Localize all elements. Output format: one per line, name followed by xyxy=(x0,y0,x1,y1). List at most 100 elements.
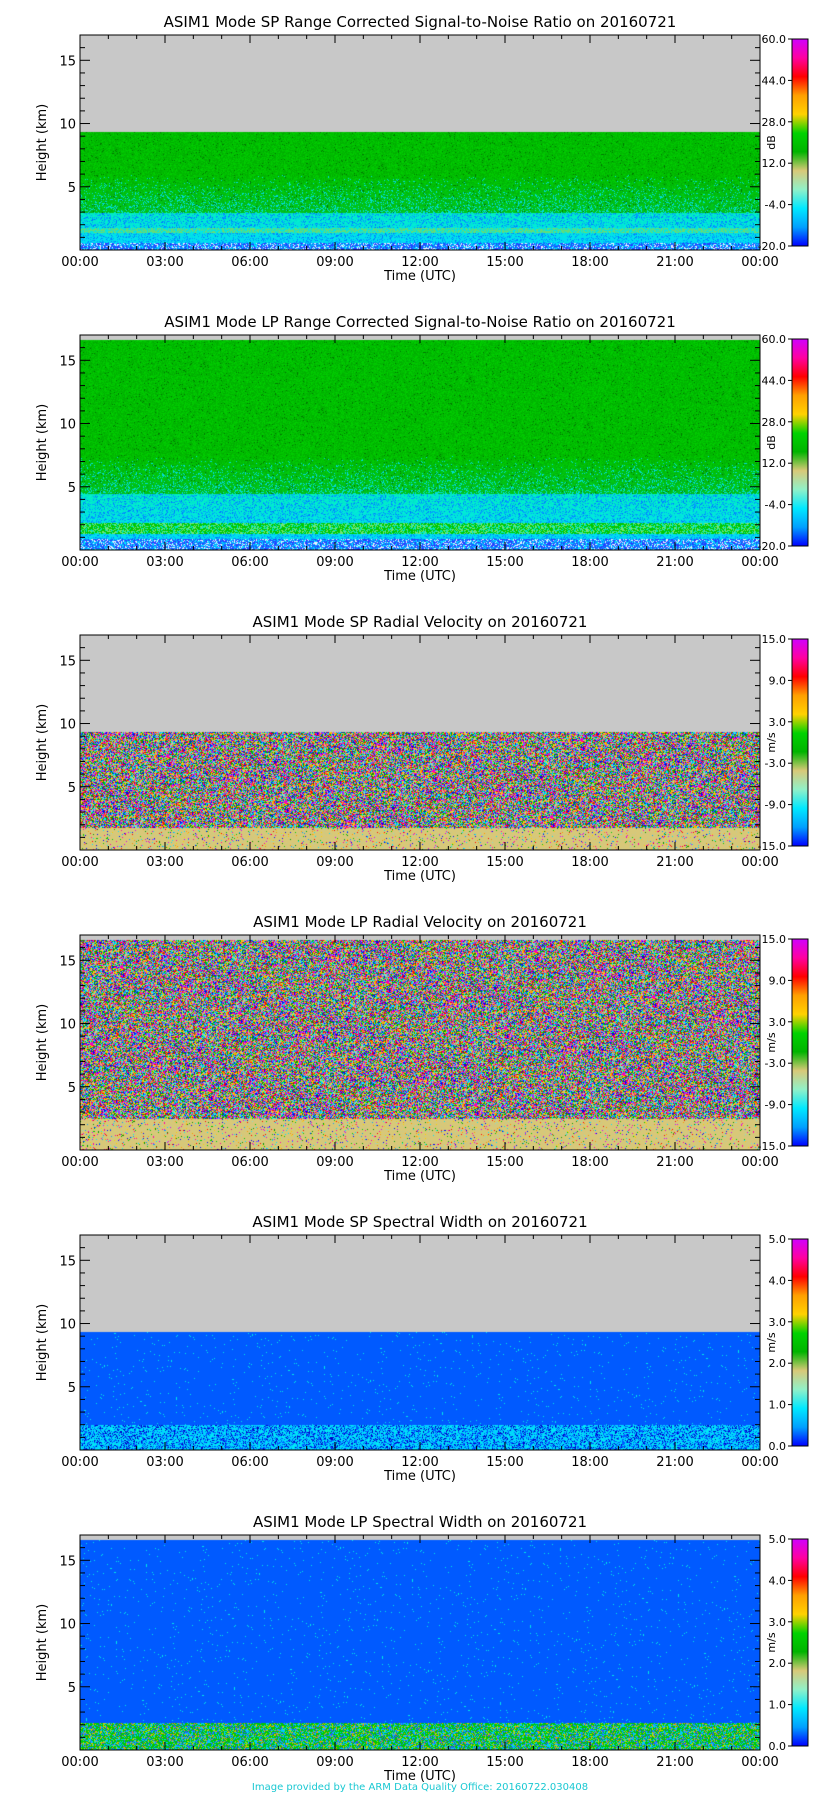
y-tick-label: 15 xyxy=(59,54,76,69)
x-tick-label: 15:00 xyxy=(486,1155,523,1170)
x-tick-label: 03:00 xyxy=(146,855,183,870)
x-tick-label: 06:00 xyxy=(231,255,268,270)
heatmap-image xyxy=(80,35,760,250)
x-tick-label: 12:00 xyxy=(401,255,438,270)
colorbar xyxy=(791,938,809,1147)
y-axis-label: Height (km) xyxy=(35,1304,50,1381)
y-tick-label: 10 xyxy=(59,418,76,433)
colorbar-label: dB xyxy=(765,135,778,150)
y-tick-label: 5 xyxy=(68,1681,76,1696)
x-tick-label: 12:00 xyxy=(401,1755,438,1770)
colorbar xyxy=(791,1238,809,1447)
colorbar-tick-label: 44.0 xyxy=(762,74,787,87)
x-axis-label: Time (UTC) xyxy=(383,569,456,584)
colorbar-tick-label: 5.0 xyxy=(769,1233,787,1246)
colorbar-tick-label: 28.0 xyxy=(762,116,787,129)
colorbar-tick-label: 3.0 xyxy=(769,716,787,729)
x-tick-label: 06:00 xyxy=(231,555,268,570)
heatmap-image xyxy=(80,935,760,1150)
x-tick-label: 06:00 xyxy=(231,1755,268,1770)
x-tick-label: 15:00 xyxy=(486,1455,523,1470)
chart-panel-3: ASIM1 Mode SP Radial Velocity on 2016072… xyxy=(35,613,809,884)
x-tick-label: 03:00 xyxy=(146,1755,183,1770)
colorbar-label: m/s xyxy=(765,732,778,752)
y-axis-label: Height (km) xyxy=(35,704,50,781)
x-tick-label: 18:00 xyxy=(571,555,608,570)
chart-title: ASIM1 Mode LP Range Corrected Signal-to-… xyxy=(164,313,676,331)
y-tick-label: 10 xyxy=(59,718,76,733)
colorbar xyxy=(791,1538,809,1747)
x-tick-label: 00:00 xyxy=(741,1155,778,1170)
x-tick-label: 00:00 xyxy=(61,555,98,570)
y-tick-label: 5 xyxy=(68,481,76,496)
x-tick-label: 18:00 xyxy=(571,1755,608,1770)
colorbar-tick-label: 60.0 xyxy=(762,33,787,46)
x-tick-label: 00:00 xyxy=(61,1455,98,1470)
chart-title: ASIM1 Mode LP Spectral Width on 20160721 xyxy=(253,1513,587,1531)
x-tick-label: 09:00 xyxy=(316,1455,353,1470)
x-axis-label: Time (UTC) xyxy=(383,269,456,284)
x-tick-label: 00:00 xyxy=(61,855,98,870)
colorbar-tick-label: 3.0 xyxy=(769,1016,787,1029)
x-tick-label: 18:00 xyxy=(571,1455,608,1470)
colorbar-tick-label: -20.0 xyxy=(758,540,786,553)
x-tick-label: 18:00 xyxy=(571,855,608,870)
x-tick-label: 00:00 xyxy=(61,255,98,270)
x-tick-label: 15:00 xyxy=(486,555,523,570)
chart-panel-5: ASIM1 Mode SP Spectral Width on 20160721… xyxy=(35,1213,809,1484)
colorbar xyxy=(791,38,809,247)
heatmap-image xyxy=(80,1535,760,1750)
colorbar xyxy=(791,638,809,847)
colorbar-label: m/s xyxy=(765,1332,778,1352)
y-tick-label: 5 xyxy=(68,781,76,796)
x-tick-label: 00:00 xyxy=(61,1755,98,1770)
x-tick-label: 12:00 xyxy=(401,555,438,570)
y-axis-label: Height (km) xyxy=(35,104,50,181)
x-tick-label: 03:00 xyxy=(146,255,183,270)
y-tick-label: 10 xyxy=(59,1018,76,1033)
colorbar-label: m/s xyxy=(765,1032,778,1052)
y-tick-label: 5 xyxy=(68,181,76,196)
x-tick-label: 00:00 xyxy=(741,555,778,570)
colorbar-tick-label: 15.0 xyxy=(762,633,787,646)
colorbar xyxy=(791,338,809,547)
x-tick-label: 21:00 xyxy=(656,1755,693,1770)
x-tick-label: 09:00 xyxy=(316,855,353,870)
x-tick-label: 09:00 xyxy=(316,1755,353,1770)
colorbar-tick-label: 0.0 xyxy=(769,1740,787,1753)
colorbar-tick-label: 12.0 xyxy=(762,157,787,170)
y-tick-label: 15 xyxy=(59,1254,76,1269)
x-tick-label: 00:00 xyxy=(741,1755,778,1770)
colorbar-tick-label: -15.0 xyxy=(758,840,786,853)
y-tick-label: 15 xyxy=(59,954,76,969)
colorbar-label: dB xyxy=(765,435,778,450)
y-tick-label: 5 xyxy=(68,1381,76,1396)
chart-panel-6: ASIM1 Mode LP Spectral Width on 20160721… xyxy=(35,1513,809,1784)
x-tick-label: 00:00 xyxy=(61,1155,98,1170)
x-tick-label: 12:00 xyxy=(401,1455,438,1470)
colorbar-tick-label: 60.0 xyxy=(762,333,787,346)
x-tick-label: 06:00 xyxy=(231,1455,268,1470)
chart-title: ASIM1 Mode SP Spectral Width on 20160721 xyxy=(252,1213,587,1231)
x-tick-label: 03:00 xyxy=(146,1155,183,1170)
colorbar-tick-label: 3.0 xyxy=(769,1616,787,1629)
y-tick-label: 15 xyxy=(59,354,76,369)
x-tick-label: 06:00 xyxy=(231,855,268,870)
chart-panel-2: ASIM1 Mode LP Range Corrected Signal-to-… xyxy=(35,313,809,584)
credit-line: Image provided by the ARM Data Quality O… xyxy=(251,1782,589,1793)
x-axis-label: Time (UTC) xyxy=(383,1169,456,1184)
chart-title: ASIM1 Mode SP Range Corrected Signal-to-… xyxy=(164,13,677,31)
x-tick-label: 18:00 xyxy=(571,255,608,270)
colorbar-tick-label: 28.0 xyxy=(762,416,787,429)
y-tick-label: 10 xyxy=(59,1318,76,1333)
x-tick-label: 15:00 xyxy=(486,855,523,870)
colorbar-tick-label: 2.0 xyxy=(769,1657,787,1670)
y-tick-label: 5 xyxy=(68,1081,76,1096)
x-tick-label: 15:00 xyxy=(486,255,523,270)
x-tick-label: 03:00 xyxy=(146,1455,183,1470)
x-tick-label: 12:00 xyxy=(401,1155,438,1170)
x-axis-label: Time (UTC) xyxy=(383,1769,456,1784)
colorbar-tick-label: 9.0 xyxy=(769,974,787,987)
colorbar-label: m/s xyxy=(765,1632,778,1652)
